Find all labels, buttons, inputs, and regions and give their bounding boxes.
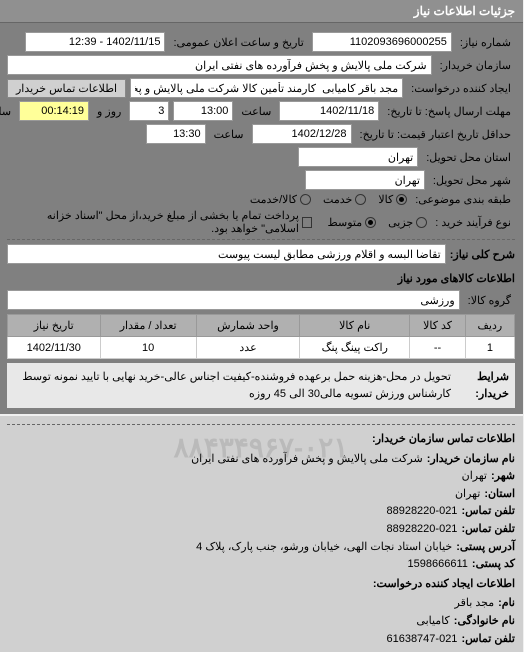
- buyer-label: سازمان خریدار:: [437, 59, 516, 72]
- col-qty: تعداد / مقدار: [101, 315, 197, 337]
- description-label: شرح کلی نیاز:: [451, 246, 516, 263]
- panel-title: جزئیات اطلاعات نیاز: [0, 0, 524, 23]
- radio-icon: [397, 194, 408, 205]
- col-unit: واحد شمارش: [197, 315, 300, 337]
- deadline-time-field[interactable]: [174, 101, 234, 121]
- category-label: طبقه بندی موضوعی:: [412, 193, 516, 206]
- radio-icon: [356, 194, 367, 205]
- info-city-value: تهران: [463, 468, 488, 486]
- phone-label: تلفن تماس:: [462, 503, 516, 521]
- radio-medium[interactable]: متوسط: [329, 216, 378, 229]
- org-label: نام سازمان خریدار:: [428, 451, 516, 469]
- radio-icon: [301, 194, 312, 205]
- radio-both[interactable]: کالا/خدمت: [251, 193, 312, 206]
- number-field[interactable]: [313, 32, 453, 52]
- conditions-text: تحویل در محل-هزینه حمل برعهده فروشنده-کی…: [14, 369, 452, 402]
- address-label: آدرس پستی:: [457, 539, 516, 557]
- city-field[interactable]: [306, 170, 426, 190]
- datetime-label: تاریخ و ساعت اعلان عمومی:: [170, 36, 308, 49]
- deadline-label: مهلت ارسال پاسخ: تا تاریخ:: [384, 105, 516, 118]
- address-value: خیابان استاد نجات الهی، خیابان ورشو، جنب…: [197, 539, 453, 557]
- info-province-value: تهران: [456, 486, 481, 504]
- table-row[interactable]: 1 -- راکت پینگ پنگ عدد 10 1402/11/30: [9, 337, 516, 359]
- radio-goods-label: کالا: [379, 193, 394, 206]
- contact-info-block: ۸۸۴۳۴۹۶۷-۰۲۱ اطلاعات تماس سازمان خریدار:…: [0, 416, 524, 652]
- description-field[interactable]: [8, 244, 447, 264]
- buyer-field[interactable]: [8, 55, 433, 75]
- province-field[interactable]: [299, 147, 419, 167]
- table-header-row: ردیف کد کالا نام کالا واحد شمارش تعداد /…: [9, 315, 516, 337]
- family-value: کامیابی: [417, 613, 450, 631]
- info-province-label: استان:: [485, 486, 516, 504]
- col-name: نام کالا: [301, 315, 411, 337]
- contact-info-button[interactable]: اطلاعات تماس خریدار: [8, 79, 127, 98]
- goods-table: ردیف کد کالا نام کالا واحد شمارش تعداد /…: [8, 314, 516, 359]
- radio-goods[interactable]: کالا: [379, 193, 408, 206]
- radio-icon: [366, 217, 377, 228]
- postal-value: 1598666611: [409, 556, 469, 574]
- cell-unit: عدد: [197, 337, 300, 359]
- radio-icon: [417, 217, 428, 228]
- org-value: شرکت ملی پالایش و پخش فرآورده های نفتی ا…: [192, 451, 424, 469]
- fax-value: 88928220-021: [387, 521, 458, 539]
- purchase-type-group: جزیی متوسط: [329, 216, 429, 229]
- radio-medium-label: متوسط: [329, 216, 364, 229]
- city-label: شهر محل تحویل:: [430, 174, 516, 187]
- purchase-type-label: نوع فرآیند خرید :: [432, 216, 516, 229]
- radio-partial-label: جزیی: [389, 216, 414, 229]
- time-label-1: ساعت: [238, 105, 276, 118]
- creator-label: ایجاد کننده درخواست:: [408, 82, 516, 95]
- name-label: نام:: [499, 595, 516, 613]
- conditions-block: شرایط خریدار: تحویل در محل-هزینه حمل برع…: [8, 363, 516, 408]
- cell-name: راکت پینگ پنگ: [301, 337, 411, 359]
- radio-partial[interactable]: جزیی: [389, 216, 428, 229]
- valid-time-field[interactable]: [147, 124, 207, 144]
- group-label: گروه کالا:: [465, 294, 516, 307]
- deadline-date-field[interactable]: [280, 101, 380, 121]
- treasury-checkbox[interactable]: پرداخت تمام یا بخشی از مبلغ خرید،از محل …: [8, 209, 313, 235]
- datetime-field[interactable]: [26, 32, 166, 52]
- request-info-panel: شماره نیاز: تاریخ و ساعت اعلان عمومی: سا…: [0, 23, 524, 414]
- goods-section-title: اطلاعات کالاهای مورد نیاز: [8, 270, 516, 287]
- creator-section-title: اطلاعات ایجاد کننده درخواست:: [8, 574, 516, 596]
- cell-code: --: [411, 337, 466, 359]
- radio-both-label: کالا/خدمت: [251, 193, 298, 206]
- checkbox-icon: [303, 217, 313, 228]
- time-label-2: ساعت: [211, 128, 249, 141]
- category-radio-group: کالا خدمت کالا/خدمت: [251, 193, 408, 206]
- info-city-label: شهر:: [492, 468, 516, 486]
- name-value: مجد باقر: [456, 595, 496, 613]
- days-label: روز و: [94, 105, 126, 118]
- remaining-time-field: [20, 101, 90, 121]
- contact-section-title: اطلاعات تماس سازمان خریدار:: [8, 429, 516, 451]
- valid-label: حداقل تاریخ اعتبار قیمت: تا تاریخ:: [357, 128, 516, 141]
- col-code: کد کالا: [411, 315, 466, 337]
- cell-row: 1: [466, 337, 515, 359]
- number-label: شماره نیاز:: [457, 36, 516, 49]
- phone-value: 88928220-021: [387, 503, 458, 521]
- cell-date: 1402/11/30: [9, 337, 102, 359]
- province-label: استان محل تحویل:: [423, 151, 516, 164]
- radio-service[interactable]: خدمت: [324, 193, 367, 206]
- cell-qty: 10: [101, 337, 197, 359]
- days-field[interactable]: [130, 101, 170, 121]
- valid-date-field[interactable]: [253, 124, 353, 144]
- creator-phone-label: تلفن تماس:: [462, 631, 516, 649]
- radio-service-label: خدمت: [324, 193, 353, 206]
- separator: [8, 239, 516, 240]
- treasury-note: پرداخت تمام یا بخشی از مبلغ خرید،از محل …: [8, 209, 300, 235]
- remaining-label: ساعت باقی مانده: [0, 105, 16, 118]
- conditions-label: شرایط خریدار:: [460, 369, 510, 402]
- creator-phone-value: 61638747-021: [387, 631, 458, 649]
- family-label: نام خانوادگی:: [455, 613, 516, 631]
- postal-label: کد پستی:: [473, 556, 516, 574]
- fax-label: تلفن تماس:: [462, 521, 516, 539]
- group-field[interactable]: [8, 290, 461, 310]
- col-date: تاریخ نیاز: [9, 315, 102, 337]
- col-row: ردیف: [466, 315, 515, 337]
- creator-field[interactable]: [131, 78, 404, 98]
- separator: [8, 424, 516, 425]
